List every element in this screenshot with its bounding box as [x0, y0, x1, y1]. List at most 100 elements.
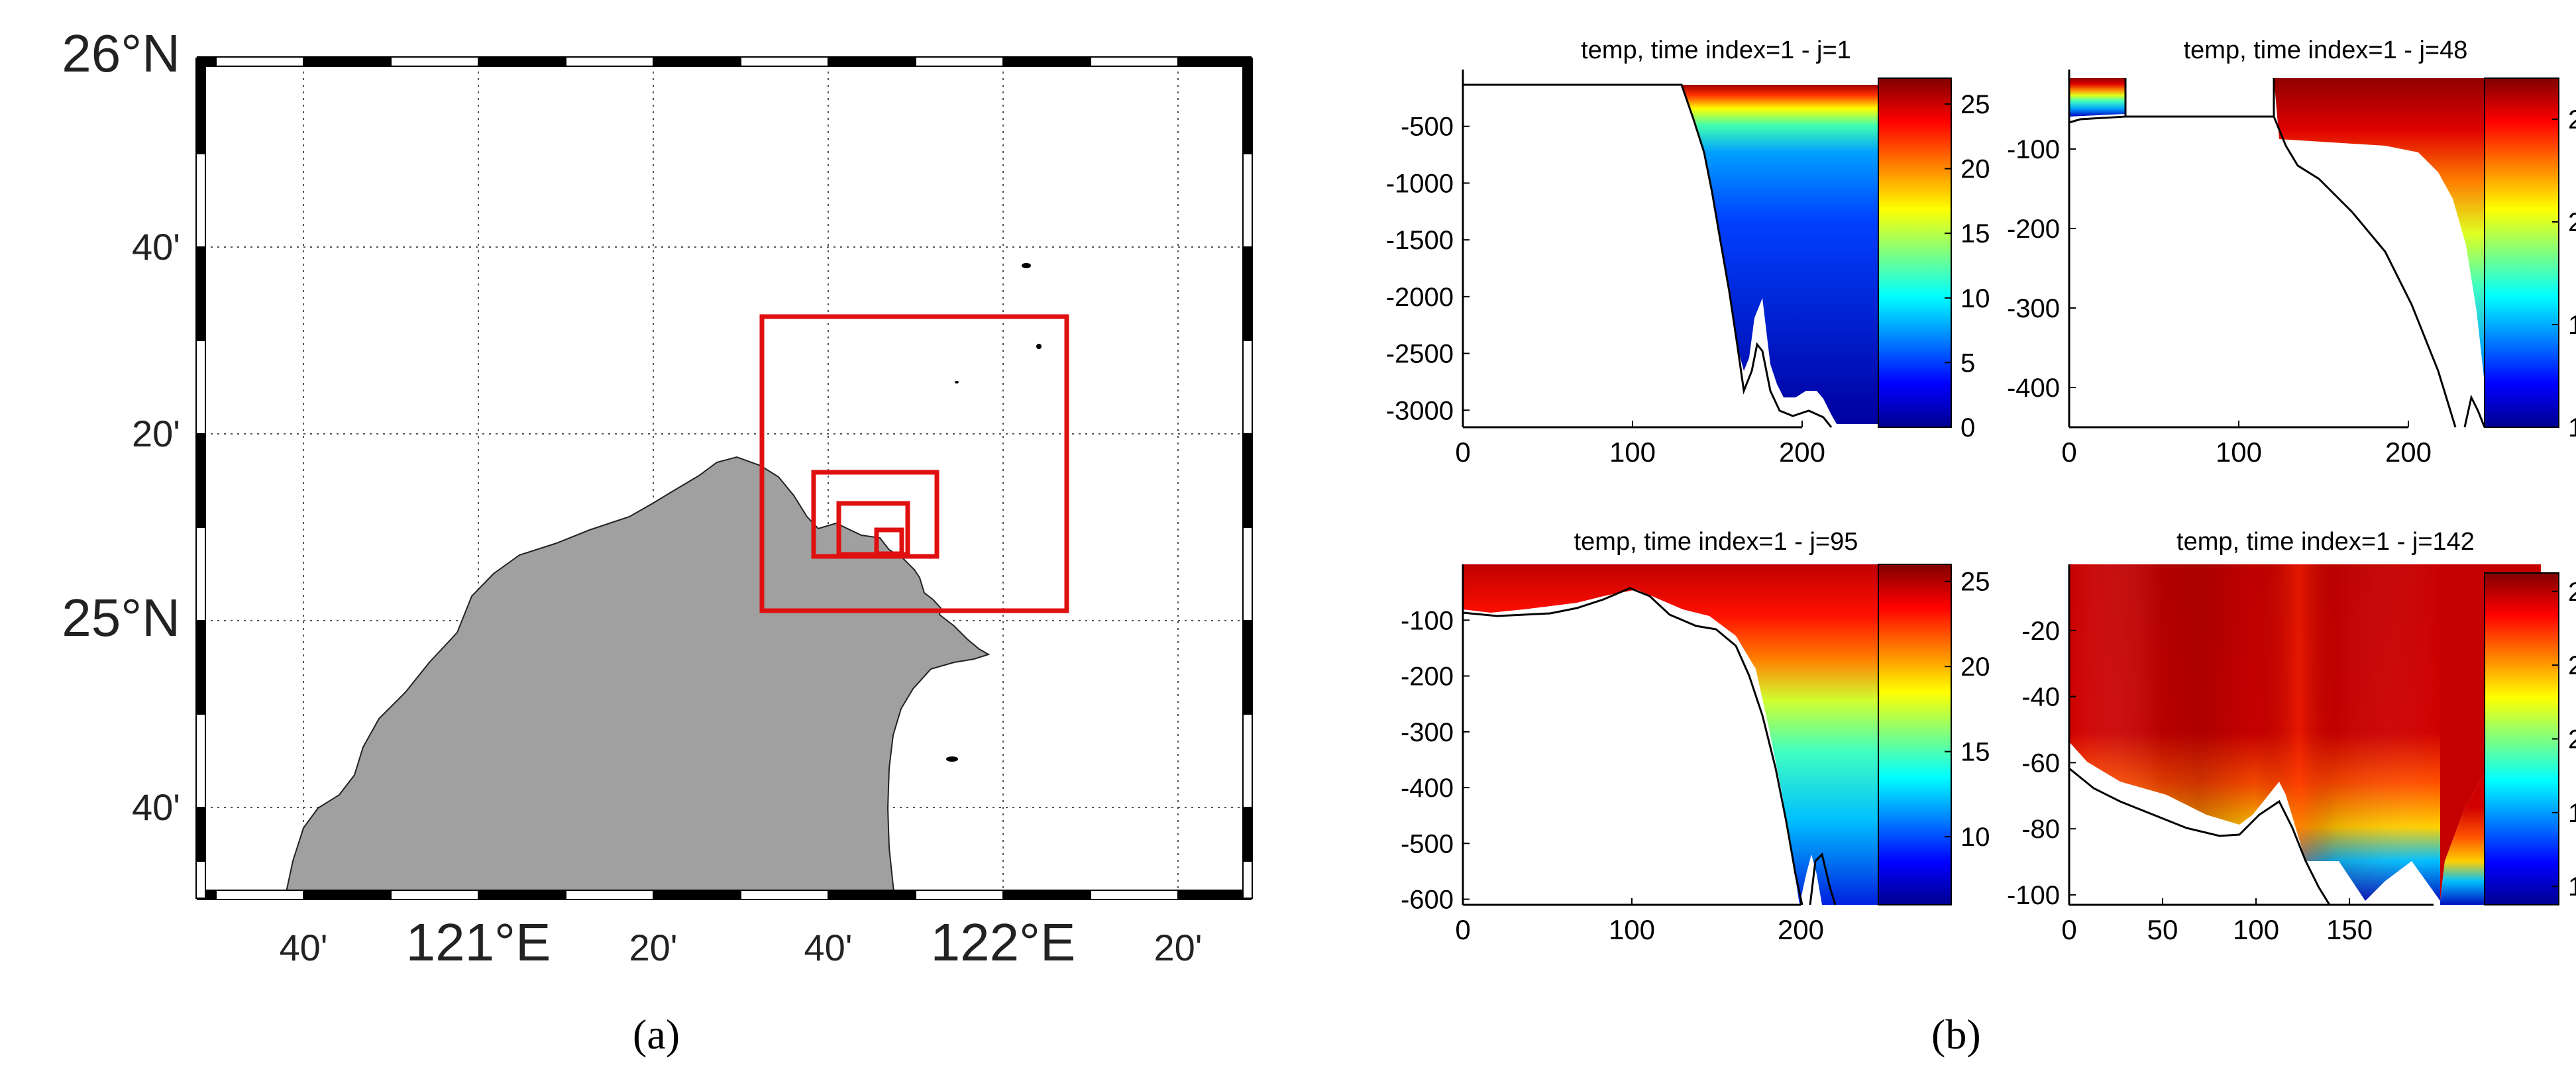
border-segment	[215, 56, 304, 67]
colorbar-tick-label: 20	[1960, 652, 1990, 682]
colorbar	[2484, 572, 2559, 905]
x-tick-label: 0	[2061, 437, 2076, 468]
y-tick-label: -80	[2021, 815, 2060, 844]
border-segment	[1177, 890, 1252, 900]
border-segment	[828, 890, 916, 900]
colorbar-tick-label: 10	[1960, 823, 1990, 852]
border-segment	[195, 153, 206, 248]
section-axes-3: temp, time index=1 - j=142 0 50 100 150 -20 -4…	[2007, 528, 2576, 945]
lat-tick-label: 40'	[132, 226, 180, 268]
temperature-field-overlay	[2069, 564, 2440, 901]
colorbar-tick-label: 10	[2568, 413, 2576, 442]
border-segment	[195, 433, 206, 528]
colorbar-tick-label: 20	[1960, 155, 1990, 184]
y-tick-label: -2500	[1386, 340, 1454, 369]
section-axes-2: temp, time index=1 - j=95 0 100 200 -100 -200…	[1401, 528, 1990, 945]
y-tick-label: -1000	[1386, 169, 1454, 198]
border-segment	[565, 890, 654, 900]
border-segment	[828, 56, 916, 67]
lon-tick-label: 40'	[804, 927, 853, 968]
lat-tick-label: 26°N	[62, 24, 180, 83]
x-tick-label: 50	[2147, 914, 2178, 945]
y-tick-label: -200	[2007, 215, 2060, 244]
border-segment	[1242, 246, 1253, 341]
temperature-field	[1682, 85, 1933, 424]
bathymetry-line	[2068, 767, 2331, 905]
y-tick-label: -500	[1401, 113, 1454, 142]
y-tick-label: -500	[1401, 829, 1454, 858]
section-axes: temp, time index=1 - j=10 100 200-500-1000…	[1386, 36, 2576, 945]
border-segment	[195, 860, 206, 899]
islet	[946, 756, 958, 762]
y-tick-label: -300	[2007, 294, 2060, 323]
islet	[1022, 263, 1031, 268]
section-panel-j1	[1463, 70, 1933, 428]
border-segment	[740, 890, 829, 900]
nested-domain-4	[874, 527, 904, 556]
border-segment	[195, 807, 206, 862]
border-segment	[915, 890, 1004, 900]
section-panel-j142	[2068, 564, 2541, 905]
border-segment	[1242, 527, 1253, 621]
colorbar-tick-label: 15	[2568, 311, 2576, 340]
colorbar-tick-label: 16	[2568, 872, 2576, 901]
x-tick-label: 100	[2216, 437, 2262, 468]
y-tick-label: -60	[2021, 748, 2060, 778]
colorbar-tick-label: 18	[2568, 799, 2576, 828]
y-tick-label: -400	[2007, 374, 2060, 403]
y-tick-label: -400	[1401, 774, 1454, 803]
section-panel-j48	[2068, 70, 2541, 428]
x-tick-label: 0	[2061, 914, 2076, 945]
colorbar-tick-label: 25	[1960, 568, 1990, 597]
border-segment	[1242, 340, 1253, 435]
nested-domain-3	[836, 501, 910, 557]
temperature-field	[2069, 78, 2125, 117]
lon-tick-label: 20'	[629, 927, 678, 968]
y-tick-label: -600	[1401, 886, 1454, 915]
lat-tick-label: 40'	[132, 786, 180, 828]
y-tick-label: -1500	[1386, 226, 1454, 255]
caption-b: (b)	[1931, 1011, 1981, 1058]
bathymetry-line	[1462, 587, 1837, 905]
x-tick-label: 100	[1609, 914, 1655, 945]
lon-tick-label: 122°E	[931, 913, 1076, 972]
panel-title: temp, time index=1 - j=142	[2176, 528, 2475, 556]
lat-tick-label: 20'	[132, 413, 180, 454]
map-tick-labels: 40' 121°E 20' 40' 122°E 20' 26°N 40' 20' 25°N 40'	[62, 24, 1202, 972]
border-segment	[1242, 860, 1253, 899]
border-segment	[1242, 807, 1253, 862]
x-tick-label: 200	[2385, 437, 2432, 468]
temperature-field	[1463, 564, 1933, 905]
colorbar	[2484, 77, 2559, 428]
colorbar-tick-label: 25	[2568, 105, 2576, 134]
colorbar-tick-label: 20	[2568, 208, 2576, 237]
border-segment	[195, 246, 206, 341]
border-segment	[195, 58, 206, 154]
border-segment	[303, 890, 392, 900]
colorbar-tick-label: 24	[2568, 578, 2576, 607]
y-tick-label: -20	[2021, 617, 2060, 646]
y-tick-label: -3000	[1386, 396, 1454, 425]
colorbar-tick-label: 10	[1960, 284, 1990, 313]
border-segment	[915, 56, 1004, 67]
temperature-field	[2274, 78, 2541, 424]
colorbar-tick-label: 15	[1960, 738, 1990, 767]
border-segment	[1090, 890, 1179, 900]
x-tick-label: 200	[1778, 914, 1824, 945]
border-segment	[1242, 153, 1253, 248]
colorbar-tick-label: 22	[2568, 651, 2576, 680]
border-segment	[1090, 56, 1179, 67]
nested-domain-1	[759, 314, 1069, 613]
border-segment	[1242, 620, 1253, 715]
border-segment	[478, 890, 566, 900]
colorbar-tick-label: 5	[1960, 348, 1975, 378]
border-segment	[195, 340, 206, 435]
border-segment	[1177, 56, 1252, 67]
panel-title: temp, time index=1 - j=48	[2184, 36, 2468, 64]
y-tick-label: -200	[1401, 662, 1454, 692]
border-segment	[1242, 713, 1253, 808]
islet	[955, 381, 959, 384]
x-tick-label: 100	[1609, 437, 1656, 468]
bathymetry-line	[1463, 83, 1833, 428]
